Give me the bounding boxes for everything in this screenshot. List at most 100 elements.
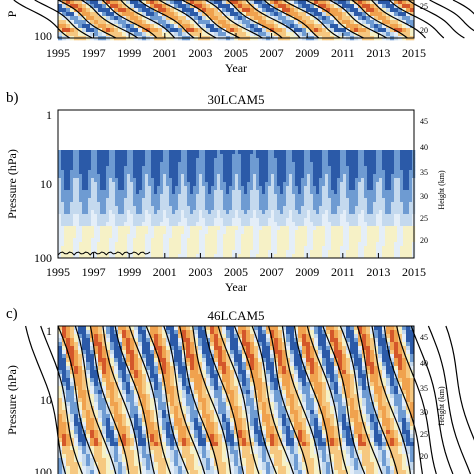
field-cell (394, 330, 399, 335)
field-cell (331, 182, 335, 187)
field-cell (354, 358, 359, 363)
field-cell (136, 194, 140, 199)
field-cell (355, 194, 359, 199)
field-cell (126, 338, 131, 343)
field-cell (409, 198, 413, 203)
field-cell (118, 222, 122, 227)
field-cell (328, 230, 332, 235)
field-cell (166, 358, 171, 363)
field-cell (262, 346, 267, 351)
x-tick-label: 1999 (117, 265, 141, 279)
zero-contour (452, 0, 474, 15)
field-cell (127, 222, 131, 227)
field-cell (391, 218, 395, 223)
field-cell (138, 334, 143, 339)
field-cell (187, 242, 191, 247)
field-cell (304, 166, 308, 171)
field-cell (286, 226, 290, 231)
field-cell (258, 358, 263, 363)
field-cell (325, 250, 329, 255)
field-cell (91, 238, 95, 243)
field-cell (246, 24, 251, 29)
field-cell (160, 238, 164, 243)
field-cell (178, 202, 182, 207)
field-cell (271, 246, 275, 251)
field-cell (112, 234, 116, 239)
field-cell (343, 202, 347, 207)
field-cell (230, 0, 235, 5)
field-cell (334, 338, 339, 343)
field-cell (112, 194, 116, 199)
field-cell (290, 330, 295, 335)
field-cell (157, 190, 161, 195)
field-cell (247, 198, 251, 203)
field-cell (148, 186, 152, 191)
field-cell (406, 186, 410, 191)
field-cell (61, 246, 65, 251)
field-cell (172, 194, 176, 199)
field-cell (82, 346, 87, 351)
field-cell (298, 346, 303, 351)
field-cell (322, 170, 326, 175)
field-cell (118, 28, 123, 33)
field-cell (223, 174, 227, 179)
field-cell (277, 166, 281, 171)
zero-contour (351, 0, 408, 39)
field-cell (241, 170, 245, 175)
field-cell (208, 230, 212, 235)
field-cell (373, 250, 377, 255)
field-cell (118, 202, 122, 207)
field-cell (190, 12, 195, 17)
field-cell (78, 20, 83, 25)
field-cell (295, 158, 299, 163)
field-cell (181, 234, 185, 239)
field-cell (295, 182, 299, 187)
field-cell (318, 330, 323, 335)
field-cell (124, 162, 128, 167)
field-cell (223, 218, 227, 223)
field-cell (362, 20, 367, 25)
field-cell (403, 226, 407, 231)
field-cell (194, 358, 199, 363)
field-cell (58, 170, 62, 175)
field-cell (286, 32, 291, 37)
field-cell (174, 24, 179, 29)
field-cell (388, 246, 392, 251)
field-cell (262, 4, 267, 9)
field-cell (298, 4, 303, 9)
field-cell (410, 354, 415, 359)
field-cell (223, 178, 227, 183)
field-cell (238, 178, 242, 183)
field-cell (258, 12, 263, 17)
field-cell (398, 354, 403, 359)
field-cell (313, 202, 317, 207)
field-cell (91, 150, 95, 155)
field-cell (142, 16, 147, 21)
field-cell (274, 250, 278, 255)
field-cell (262, 154, 266, 159)
field-cell (162, 350, 167, 355)
field-cell (246, 350, 251, 355)
field-cell (358, 12, 363, 17)
field-cell (181, 154, 185, 159)
field-cell (337, 222, 341, 227)
field-cell (67, 150, 71, 155)
field-cell (70, 8, 75, 13)
field-cell (362, 32, 367, 37)
field-cell (157, 222, 161, 227)
field-cell (367, 150, 371, 155)
field-cell (198, 28, 203, 33)
field-cell (157, 254, 161, 259)
field-cell (142, 226, 146, 231)
field-cell (136, 202, 140, 207)
field-cell (286, 246, 290, 251)
field-cell (346, 210, 350, 215)
field-cell (322, 226, 326, 231)
field-cell (205, 198, 209, 203)
field-cell (238, 202, 242, 207)
field-cell (352, 226, 356, 231)
field-cell (298, 246, 302, 251)
field-cell (218, 28, 223, 33)
field-cell (190, 334, 195, 339)
field-cell (90, 346, 95, 351)
